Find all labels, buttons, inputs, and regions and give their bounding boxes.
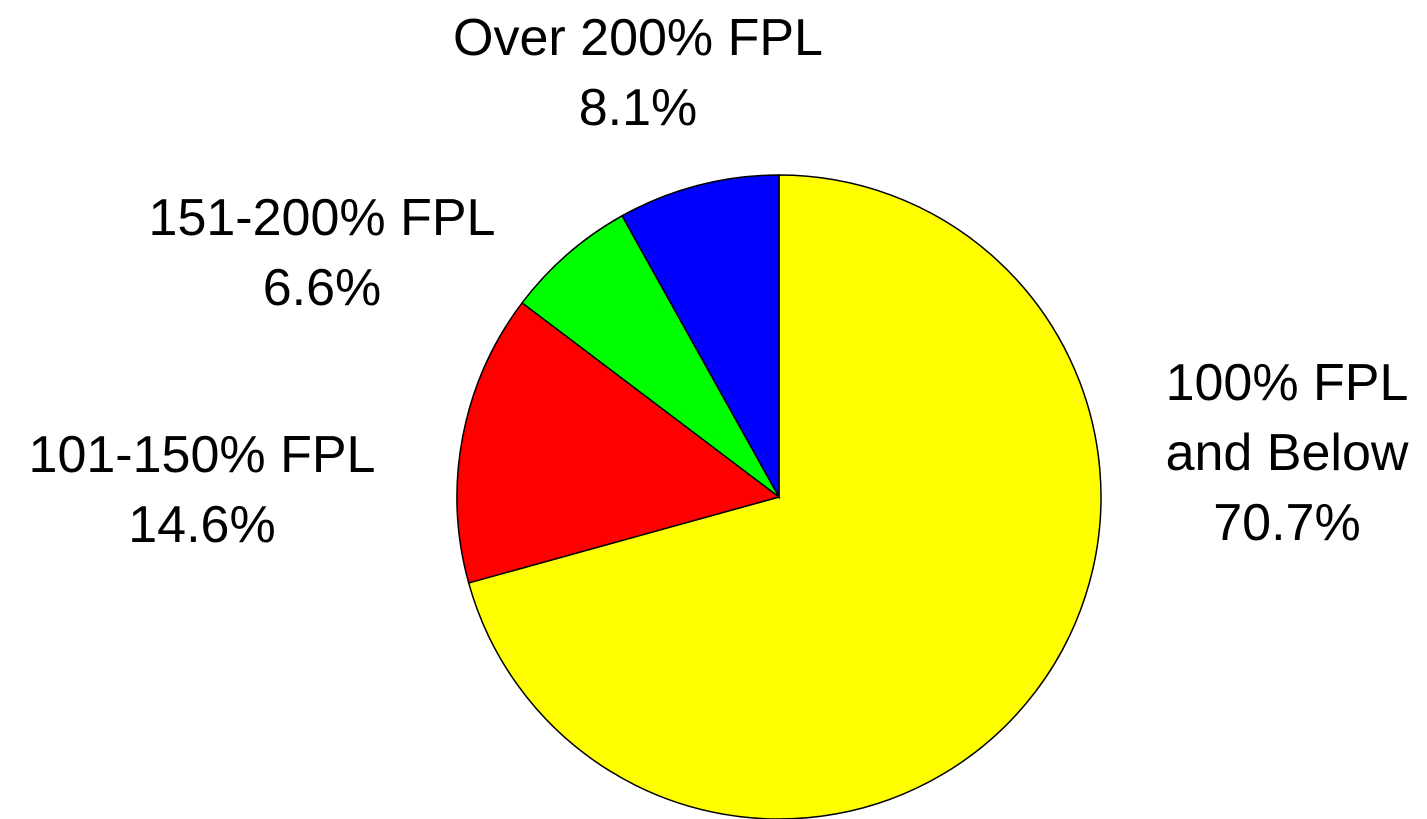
category-label: 101-150% FPL [28, 426, 376, 484]
category-label: 151-200% FPL [148, 189, 496, 247]
slice-label: 101-150% FPL 14.6% [0, 420, 404, 560]
value-label: 6.6% [262, 259, 382, 317]
value-label: 70.7% [1213, 494, 1361, 552]
value-label: 14.6% [128, 496, 276, 554]
category-label: 100% FPL and Below [1165, 354, 1409, 482]
slice-label: 100% FPL and Below 70.7% [1157, 348, 1417, 558]
pie-slice [467, 174, 1102, 819]
slice-label: Over 200% FPL 8.1% [408, 3, 868, 143]
value-label: 8.1% [578, 79, 698, 137]
category-label: Over 200% FPL [453, 9, 823, 67]
slice-label: 151-200% FPL 6.6% [112, 183, 532, 323]
pie-slice [621, 174, 780, 500]
pie-slice [456, 301, 781, 584]
pie-slice [521, 214, 780, 498]
